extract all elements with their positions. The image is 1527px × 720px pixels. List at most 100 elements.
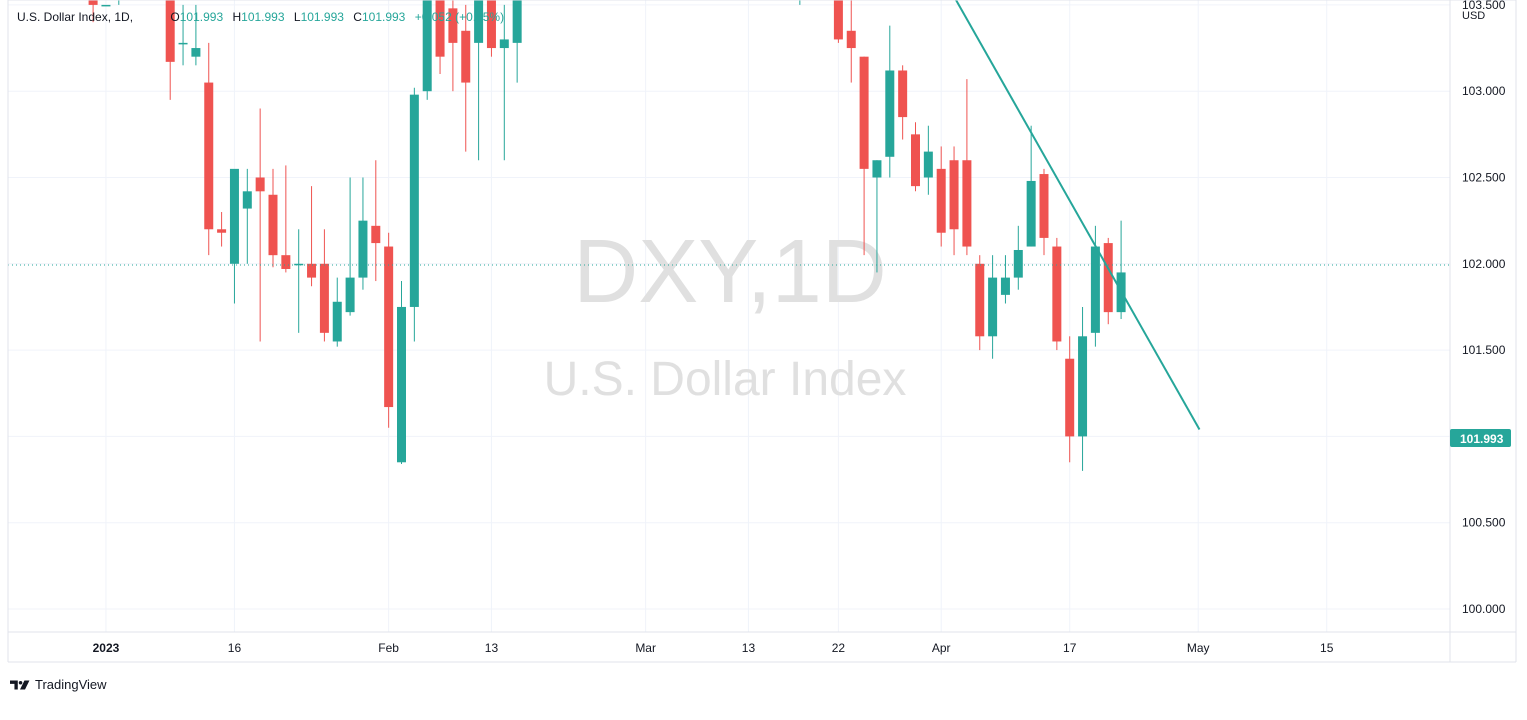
y-tick-label: 101.500 xyxy=(1462,343,1506,357)
tradingview-brand-name: TradingView xyxy=(35,677,107,692)
candle[interactable] xyxy=(229,168,239,304)
candle[interactable] xyxy=(1065,336,1075,463)
candle[interactable] xyxy=(1013,225,1023,290)
candle-body xyxy=(872,160,882,178)
candle[interactable] xyxy=(1026,125,1036,247)
candle[interactable] xyxy=(461,4,471,152)
candle[interactable] xyxy=(1103,237,1113,325)
candle[interactable] xyxy=(165,0,175,100)
candle-body xyxy=(384,246,394,408)
legend-symbol[interactable]: U.S. Dollar Index, 1D, xyxy=(17,10,134,24)
candle[interactable] xyxy=(294,229,304,333)
tradingview-branding[interactable]: TradingView xyxy=(10,677,107,692)
candle-body xyxy=(165,0,175,62)
candle[interactable] xyxy=(1000,255,1010,304)
candle[interactable] xyxy=(486,0,496,57)
candle-body xyxy=(268,194,278,256)
candle[interactable] xyxy=(345,177,355,316)
candle-body xyxy=(358,220,368,278)
candle-body xyxy=(1103,243,1113,313)
candle[interactable] xyxy=(1116,220,1126,320)
candle[interactable] xyxy=(397,281,406,465)
candle-body xyxy=(1078,336,1088,437)
y-tick-label: 102.500 xyxy=(1462,171,1506,185)
candle[interactable] xyxy=(499,4,509,161)
candle[interactable] xyxy=(795,0,804,5)
candle-body xyxy=(435,0,445,57)
candle[interactable] xyxy=(975,255,985,351)
candle[interactable] xyxy=(255,108,265,342)
candle-body xyxy=(319,263,329,333)
candle[interactable] xyxy=(242,168,252,264)
candle[interactable] xyxy=(204,42,214,256)
candle[interactable] xyxy=(1039,168,1049,256)
y-tick-label: 100.000 xyxy=(1462,602,1506,616)
candle[interactable] xyxy=(936,146,946,247)
candle[interactable] xyxy=(409,87,419,342)
last-price-value: 101.993 xyxy=(1460,432,1504,446)
candle[interactable] xyxy=(885,25,895,178)
candle[interactable] xyxy=(1078,306,1088,471)
candle[interactable] xyxy=(898,65,908,140)
candle[interactable] xyxy=(281,165,291,273)
candle[interactable] xyxy=(332,277,342,347)
candle[interactable] xyxy=(911,122,920,192)
candle[interactable] xyxy=(846,0,856,83)
candle-body xyxy=(345,277,355,313)
candle-body xyxy=(988,277,998,337)
candle[interactable] xyxy=(307,186,317,287)
x-tick-label: Apr xyxy=(932,641,951,655)
candle[interactable] xyxy=(422,0,432,100)
candle[interactable] xyxy=(88,0,98,23)
candle[interactable] xyxy=(114,0,123,5)
trendline[interactable] xyxy=(707,0,1201,430)
candle[interactable] xyxy=(358,177,368,290)
candle[interactable] xyxy=(474,0,484,161)
candle[interactable] xyxy=(178,4,188,66)
candle[interactable] xyxy=(1052,237,1062,351)
candle-body xyxy=(294,263,304,266)
candle[interactable] xyxy=(923,125,933,195)
candle-body xyxy=(936,168,946,233)
candle-body xyxy=(1052,246,1062,342)
candle-body xyxy=(422,0,432,92)
candle-body xyxy=(371,225,381,244)
candle-body xyxy=(217,229,227,233)
candle[interactable] xyxy=(319,229,329,342)
x-tick-label: 13 xyxy=(485,641,499,655)
price-axis-ticks[interactable]: 100.000100.500101.000101.500102.000102.5… xyxy=(1462,0,1506,616)
candle-body xyxy=(229,168,239,264)
candle-body xyxy=(461,30,471,83)
y-tick-label: 100.500 xyxy=(1462,516,1506,530)
time-axis-ticks[interactable]: 2023 16 Feb 13 Mar 13 22 Apr 17 May 15 xyxy=(93,641,1334,655)
candle[interactable] xyxy=(988,255,998,359)
legend-open-label: O xyxy=(170,10,180,24)
candle-body xyxy=(255,177,265,192)
candle-body xyxy=(859,56,869,169)
candle-body xyxy=(242,191,252,209)
symbol-watermark: DXY,1D U.S. Dollar Index xyxy=(544,222,907,406)
x-tick-label: 17 xyxy=(1063,641,1077,655)
candle[interactable] xyxy=(268,168,278,268)
candle[interactable] xyxy=(448,0,458,92)
candle-body xyxy=(474,0,484,43)
candle[interactable] xyxy=(101,4,111,7)
candle[interactable] xyxy=(962,79,972,256)
candle[interactable] xyxy=(435,0,445,74)
candle-body xyxy=(409,94,419,307)
x-tick-label: 2023 xyxy=(93,641,120,655)
candle[interactable] xyxy=(949,146,959,256)
candle[interactable] xyxy=(859,56,869,256)
candle[interactable] xyxy=(872,160,882,273)
candle[interactable] xyxy=(833,0,843,43)
candle[interactable] xyxy=(384,232,394,428)
candle-body xyxy=(307,263,317,278)
y-tick-label: 103.500 xyxy=(1462,0,1506,12)
candle[interactable] xyxy=(217,212,227,247)
watermark-description: U.S. Dollar Index xyxy=(544,353,907,406)
candle[interactable] xyxy=(191,4,201,66)
candle[interactable] xyxy=(371,160,381,282)
candle[interactable] xyxy=(512,0,522,83)
candle-body xyxy=(833,0,843,40)
